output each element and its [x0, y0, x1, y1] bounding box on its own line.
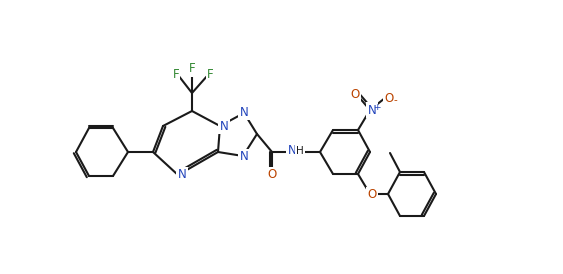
Text: F: F: [207, 68, 213, 81]
Text: F: F: [189, 62, 195, 76]
Text: +: +: [373, 102, 381, 112]
Text: F: F: [173, 68, 179, 81]
Text: N: N: [368, 104, 377, 116]
Text: H: H: [293, 146, 301, 156]
Text: N: N: [240, 150, 248, 164]
Text: O: O: [350, 87, 360, 101]
Text: -: -: [393, 95, 397, 105]
Text: N: N: [177, 169, 186, 181]
Text: O: O: [368, 189, 377, 201]
Text: N: N: [240, 105, 248, 118]
Text: O: O: [385, 92, 394, 104]
Text: H: H: [296, 146, 304, 156]
Text: O: O: [267, 169, 276, 181]
Text: N: N: [288, 144, 296, 158]
Text: N: N: [220, 119, 229, 133]
